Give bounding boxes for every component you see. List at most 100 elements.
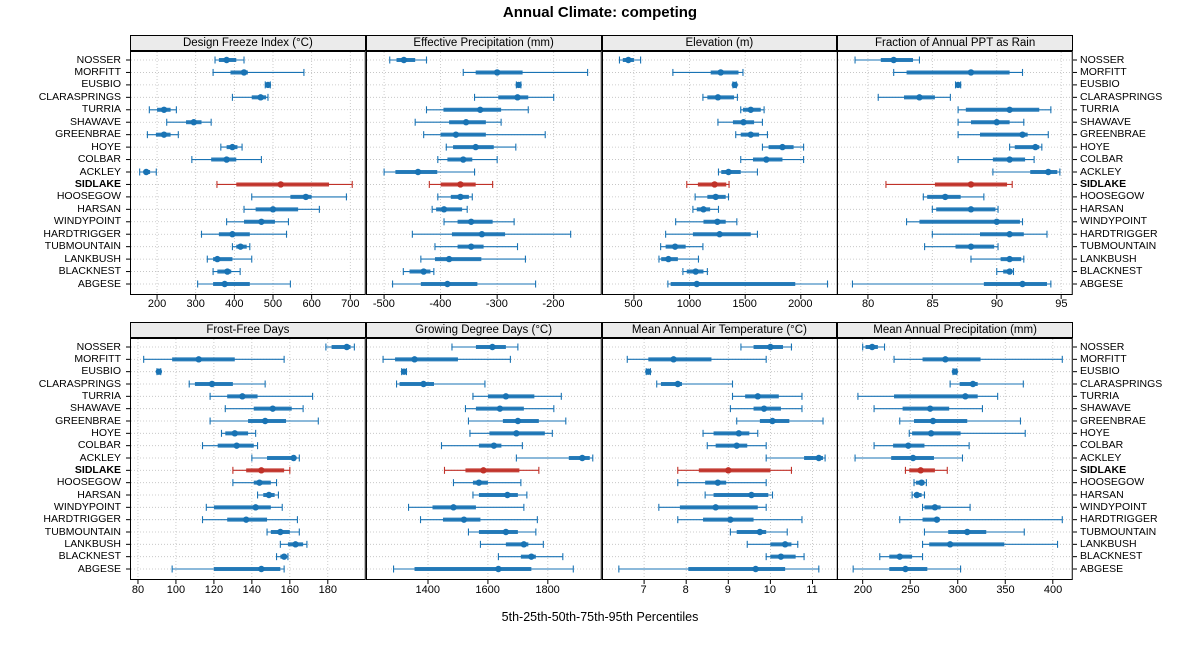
series-windypoint <box>443 218 515 226</box>
site-label-lankbush: LANKBUSH <box>1080 537 1137 550</box>
x-tick-label: -400 <box>429 298 452 310</box>
site-label-harsan: HARSAN <box>1080 488 1124 501</box>
site-label-sidlake: SIDLAKE <box>1080 463 1127 476</box>
site-label-shawave: SHAWAVE <box>1080 402 1131 415</box>
x-tick-label: 9 <box>724 584 731 596</box>
site-label-morfitt: MORFITT <box>74 352 121 365</box>
site-label-shawave: SHAWAVE <box>1080 115 1131 128</box>
series-windypoint <box>226 218 290 226</box>
x-tick-label: 180 <box>318 584 337 596</box>
x-tick-label: 500 <box>624 298 643 310</box>
panel-effective-precipitation-mm <box>365 51 602 299</box>
x-tick-label: 140 <box>242 584 262 596</box>
site-label-ackley: ACKLEY <box>79 165 121 178</box>
series-hoosegow <box>251 193 347 201</box>
x-tick-label: 80 <box>131 584 145 596</box>
series-harsan <box>243 205 320 213</box>
site-label-eusbio: EUSBIO <box>1080 78 1120 91</box>
site-label-shawave: SHAWAVE <box>70 115 121 128</box>
panel-frost-free-days <box>130 338 366 584</box>
series-sidlake <box>232 466 291 474</box>
chart-title: Annual Climate: competing <box>502 4 698 21</box>
series-blacknest <box>402 268 435 276</box>
series-shawave <box>729 405 803 413</box>
series-hoye <box>220 143 243 151</box>
panel-strip-mean-annual-air-temperature-c: Mean Annual Air Temperature (°C) <box>601 322 838 338</box>
series-hardtrigger <box>201 516 298 524</box>
series-hardtrigger <box>676 516 803 524</box>
series-harsan <box>691 205 719 213</box>
site-label-eusbio: EUSBIO <box>1080 365 1120 378</box>
site-label-sidlake: SIDLAKE <box>74 177 121 190</box>
x-tick-label: 350 <box>996 584 1015 596</box>
series-greenbrae <box>899 417 1022 425</box>
series-hoosegow <box>913 479 928 487</box>
series-clarasprings <box>701 93 738 101</box>
panel-mean-annual-precipitation-mm <box>837 338 1073 584</box>
site-label-colbar: COLBAR <box>77 153 121 166</box>
site-label-hardtrigger: HARDTRIGGER <box>43 227 121 240</box>
series-clarasprings <box>188 380 266 388</box>
series-hardtrigger <box>419 516 538 524</box>
site-label-tubmountain: TUBMOUNTAIN <box>1080 525 1157 538</box>
series-hardtrigger <box>899 516 1064 524</box>
series-nosser <box>854 56 921 64</box>
series-colbar <box>191 156 262 164</box>
panel-strip-elevation-m: Elevation (m) <box>601 35 838 51</box>
series-sidlake <box>676 466 792 474</box>
series-nosser <box>618 56 641 64</box>
site-label-blacknest: BLACKNEST <box>58 265 121 278</box>
series-windypoint <box>407 503 525 511</box>
site-label-morfitt: MORFITT <box>74 65 121 78</box>
series-shawave <box>716 118 763 126</box>
series-ackley <box>854 454 964 462</box>
site-label-abgese: ABGESE <box>1080 277 1124 290</box>
series-hardtrigger <box>932 230 1048 238</box>
series-harsan <box>472 491 528 499</box>
site-label-hoye: HOYE <box>91 140 121 153</box>
x-tick-label: 85 <box>926 298 939 310</box>
series-abgese <box>391 280 536 288</box>
series-hoye <box>761 143 804 151</box>
panel-growing-degree-days-c <box>365 338 602 584</box>
series-clarasprings <box>655 380 733 388</box>
series-colbar <box>873 442 970 450</box>
series-eusbio <box>264 81 272 89</box>
series-sidlake <box>216 180 353 188</box>
series-eusbio <box>731 81 738 89</box>
series-nosser <box>739 343 792 351</box>
series-hoye <box>908 429 1027 437</box>
site-label-blacknest: BLACKNEST <box>1080 550 1143 563</box>
series-hoosegow <box>676 479 767 487</box>
site-label-tubmountain: TUBMOUNTAIN <box>44 525 121 538</box>
series-windypoint <box>922 503 971 511</box>
series-lankbush <box>657 255 699 263</box>
series-colbar <box>957 156 1035 164</box>
series-tubmountain <box>729 528 788 536</box>
site-label-windypoint: WINDYPOINT <box>1080 500 1148 513</box>
series-hardtrigger <box>664 230 758 238</box>
x-tick-label: 7 <box>640 584 647 596</box>
series-tubmountain <box>231 243 251 251</box>
series-blacknest <box>996 268 1015 276</box>
series-nosser <box>388 56 427 64</box>
site-label-morfitt: MORFITT <box>1080 65 1127 78</box>
series-eusbio <box>644 368 652 376</box>
series-shawave <box>464 405 555 413</box>
series-shawave <box>414 118 502 126</box>
site-label-hoosegow: HOOSEGOW <box>56 190 121 203</box>
series-hoye <box>701 429 758 437</box>
series-morfitt <box>893 355 1064 363</box>
series-hoosegow <box>694 193 729 201</box>
site-label-hardtrigger: HARDTRIGGER <box>43 513 121 526</box>
series-clarasprings <box>877 93 952 101</box>
x-tick-label: 120 <box>204 584 224 596</box>
series-harsan <box>257 491 279 499</box>
site-label-colbar: COLBAR <box>77 439 121 452</box>
series-blacknest <box>497 553 564 561</box>
series-morfitt <box>626 355 767 363</box>
site-label-lankbush: LANKBUSH <box>64 252 121 265</box>
site-label-clarasprings: CLARASPRINGS <box>38 377 121 390</box>
site-label-lankbush: LANKBUSH <box>1080 252 1137 265</box>
series-morfitt <box>671 68 744 76</box>
